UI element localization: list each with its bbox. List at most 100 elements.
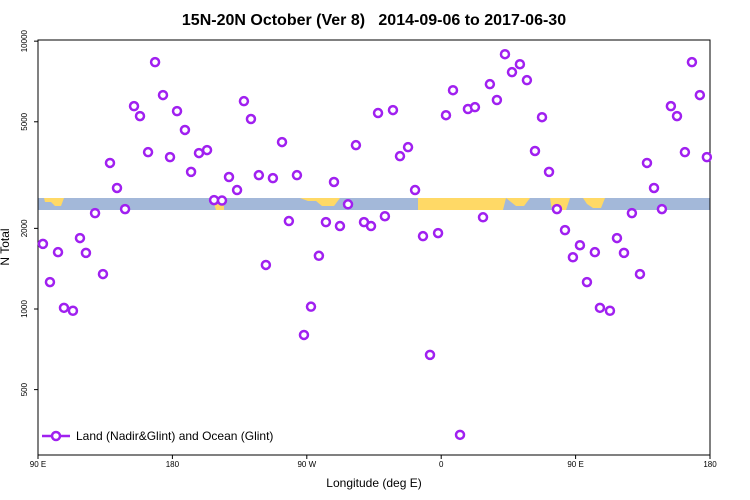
data-point (119, 203, 131, 215)
data-point (313, 250, 325, 262)
ocean-band (38, 198, 710, 210)
land-patch (300, 198, 340, 206)
data-point (216, 195, 228, 206)
data-point (387, 104, 399, 116)
data-point (245, 113, 257, 125)
data-point (238, 95, 250, 107)
land-patch (506, 198, 530, 206)
data-point (648, 182, 660, 194)
data-point (58, 302, 70, 314)
land-patch (44, 198, 64, 206)
data-point (185, 166, 197, 178)
data-point (365, 220, 377, 232)
data-point (149, 56, 161, 68)
legend-marker (50, 430, 62, 442)
data-point (529, 145, 541, 157)
x-axis-label: Longitude (deg E) (326, 476, 421, 490)
data-point (334, 220, 346, 232)
data-point (342, 199, 354, 210)
land-patch (418, 198, 506, 210)
data-point (686, 56, 698, 68)
data-point (589, 246, 601, 258)
data-point (379, 210, 391, 222)
x-tick-label: 90 E (567, 460, 583, 469)
data-point (74, 232, 86, 244)
data-point (665, 100, 677, 112)
data-point (179, 124, 191, 136)
data-point (656, 203, 668, 215)
land-ocean-band (38, 198, 710, 210)
data-point (350, 139, 362, 151)
data-point (328, 176, 340, 188)
data-point (484, 78, 496, 90)
data-point (454, 429, 466, 441)
data-point (477, 212, 489, 223)
data-point (594, 302, 606, 314)
data-point (104, 157, 116, 169)
data-point (276, 136, 288, 148)
data-point (469, 101, 481, 113)
data-point (574, 239, 586, 251)
data-point (604, 305, 616, 316)
data-point (253, 169, 265, 181)
data-point (581, 276, 593, 288)
data-point (694, 89, 706, 101)
data-point (142, 146, 154, 158)
data-point (44, 276, 56, 288)
data-point (543, 166, 555, 178)
data-point (394, 150, 406, 162)
data-point (305, 301, 317, 312)
data-point (201, 144, 213, 156)
data-point (634, 268, 646, 280)
data-point (440, 109, 452, 121)
data-point (97, 268, 109, 280)
data-point (283, 215, 295, 227)
x-tick-label: 0 (439, 460, 444, 469)
data-point (447, 84, 459, 96)
data-point (128, 100, 140, 112)
y-tick-label: 1000 (20, 300, 29, 318)
data-point (67, 305, 79, 316)
data-point (551, 203, 563, 215)
data-point (567, 252, 579, 263)
x-tick-label: 90 W (297, 460, 316, 469)
x-tick-label: 180 (166, 460, 180, 469)
data-point (134, 110, 146, 122)
data-point (231, 184, 243, 196)
data-point (89, 207, 101, 219)
data-point (641, 157, 653, 169)
data-point (402, 141, 414, 153)
data-point (409, 184, 421, 196)
land-patch (583, 198, 605, 208)
y-tick-label: 5000 (20, 112, 29, 130)
data-point (424, 349, 436, 361)
x-tick-label: 180 (703, 460, 717, 469)
data-point (536, 111, 548, 123)
data-point (432, 227, 444, 239)
y-tick-label: 2000 (20, 219, 29, 237)
data-point (80, 247, 92, 259)
data-point (260, 259, 272, 271)
plot-frame (37, 39, 711, 456)
data-point (417, 230, 429, 242)
data-point (626, 207, 638, 219)
legend-label: Land (Nadir&Glint) and Ocean (Glint) (76, 429, 273, 443)
chart-title: 15N-20N October (Ver 8) 2014-09-06 to 20… (182, 12, 566, 29)
data-point (559, 224, 571, 236)
data-point (291, 169, 303, 181)
data-point (521, 74, 533, 86)
data-point (52, 246, 64, 258)
data-point (671, 110, 683, 122)
data-point (514, 58, 526, 70)
data-point (320, 216, 332, 228)
y-axis-label: N Total (0, 228, 12, 265)
data-point (491, 94, 503, 106)
data-point (223, 171, 235, 183)
data-point (164, 151, 176, 163)
data-point (171, 105, 183, 117)
data-point (267, 172, 279, 184)
data-point (679, 146, 691, 158)
data-point (611, 232, 623, 244)
data-point (298, 329, 310, 341)
